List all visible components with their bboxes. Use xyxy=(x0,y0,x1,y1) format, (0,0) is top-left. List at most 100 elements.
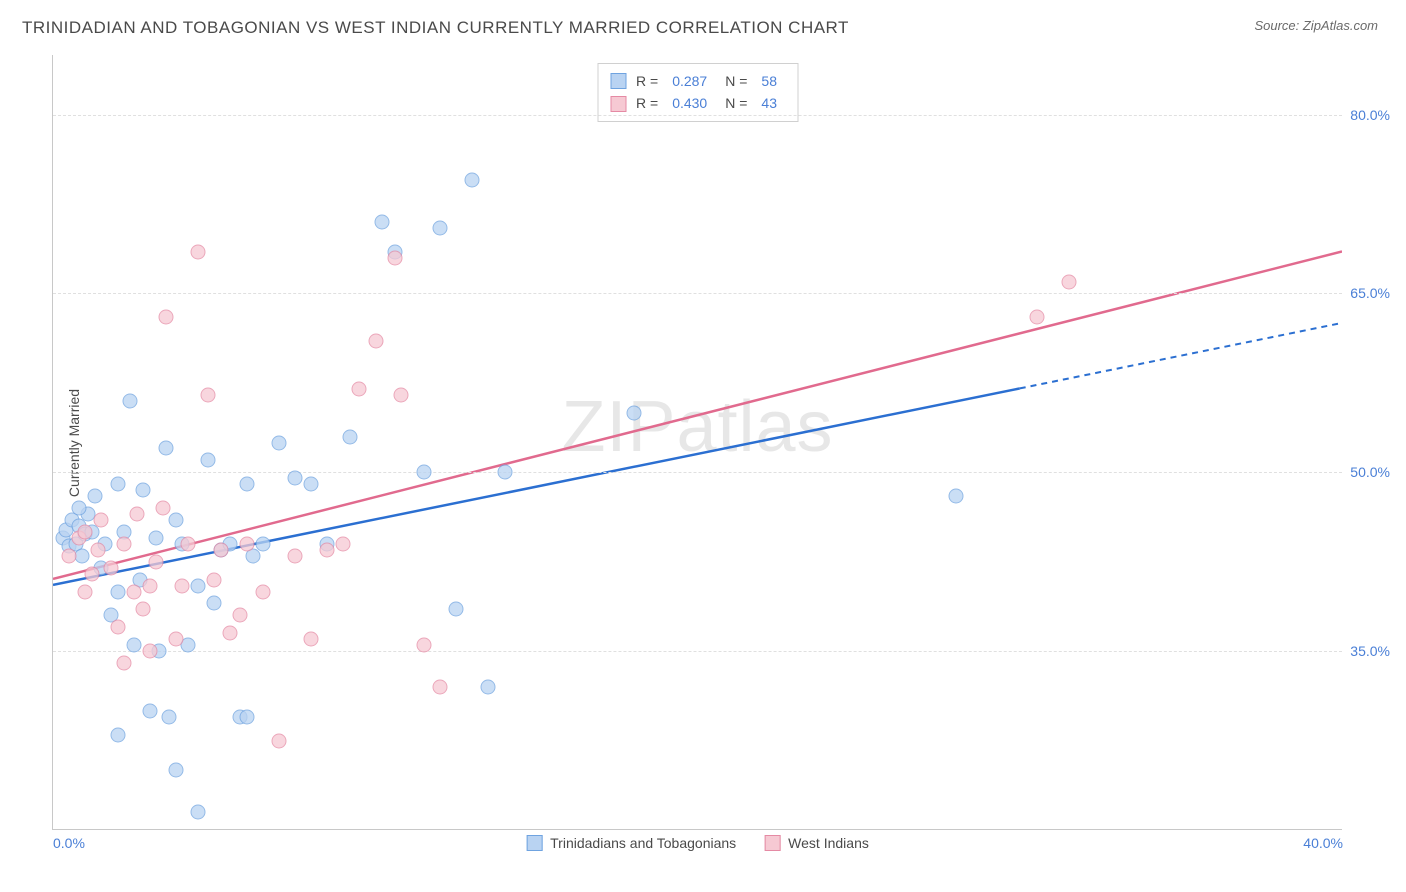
n-value: 43 xyxy=(761,92,777,114)
data-point xyxy=(352,381,367,396)
data-point xyxy=(71,501,86,516)
data-point xyxy=(129,507,144,522)
x-tick-label: 40.0% xyxy=(1303,835,1343,851)
data-point xyxy=(497,465,512,480)
data-point xyxy=(162,709,177,724)
legend-swatch xyxy=(526,835,542,851)
data-point xyxy=(304,632,319,647)
data-point xyxy=(200,387,215,402)
data-point xyxy=(116,656,131,671)
data-point xyxy=(175,578,190,593)
data-point xyxy=(181,638,196,653)
chart-title: TRINIDADIAN AND TOBAGONIAN VS WEST INDIA… xyxy=(22,18,849,38)
data-point xyxy=(239,709,254,724)
data-point xyxy=(320,542,335,557)
data-point xyxy=(110,477,125,492)
data-point xyxy=(191,244,206,259)
data-point xyxy=(149,554,164,569)
source-label: Source: ZipAtlas.com xyxy=(1254,18,1378,33)
data-point xyxy=(239,536,254,551)
plot-area: ZIPatlas R =0.287N =58R =0.430N =43 Trin… xyxy=(52,55,1342,830)
data-point xyxy=(368,334,383,349)
data-point xyxy=(304,477,319,492)
bottom-legend: Trinidadians and TobagoniansWest Indians xyxy=(526,835,869,851)
data-point xyxy=(126,638,141,653)
data-point xyxy=(1029,310,1044,325)
data-point xyxy=(149,530,164,545)
data-point xyxy=(207,596,222,611)
r-value: 0.287 xyxy=(672,70,707,92)
data-point xyxy=(481,679,496,694)
data-point xyxy=(94,513,109,528)
data-point xyxy=(91,542,106,557)
data-point xyxy=(84,566,99,581)
data-point xyxy=(416,465,431,480)
data-point xyxy=(168,763,183,778)
data-point xyxy=(255,536,270,551)
data-point xyxy=(191,578,206,593)
data-point xyxy=(287,548,302,563)
data-point xyxy=(75,548,90,563)
data-point xyxy=(200,453,215,468)
legend-swatch xyxy=(610,96,626,112)
data-point xyxy=(271,733,286,748)
correlation-legend-row: R = 0.430 N = 43 xyxy=(610,92,785,114)
data-point xyxy=(949,489,964,504)
gridline xyxy=(53,472,1342,473)
data-point xyxy=(155,501,170,516)
data-point xyxy=(626,405,641,420)
data-point xyxy=(433,679,448,694)
data-point xyxy=(207,572,222,587)
y-tick-label: 80.0% xyxy=(1350,107,1390,123)
data-point xyxy=(158,310,173,325)
data-point xyxy=(433,220,448,235)
data-point xyxy=(104,560,119,575)
y-tick-label: 35.0% xyxy=(1350,643,1390,659)
data-point xyxy=(116,536,131,551)
data-point xyxy=(78,584,93,599)
data-point xyxy=(168,513,183,528)
r-value: 0.430 xyxy=(672,92,707,114)
correlation-legend-row: R =0.287N =58 xyxy=(610,70,785,92)
y-tick-label: 50.0% xyxy=(1350,464,1390,480)
data-point xyxy=(168,632,183,647)
y-tick-label: 65.0% xyxy=(1350,285,1390,301)
data-point xyxy=(374,214,389,229)
data-point xyxy=(342,429,357,444)
data-point xyxy=(255,584,270,599)
correlation-legend: R =0.287N =58R = 0.430 N = 43 xyxy=(597,63,798,122)
data-point xyxy=(110,727,125,742)
data-point xyxy=(142,703,157,718)
data-point xyxy=(465,173,480,188)
n-label: N = xyxy=(725,92,747,114)
watermark: ZIPatlas xyxy=(561,386,833,468)
n-value: 58 xyxy=(761,70,777,92)
data-point xyxy=(110,620,125,635)
data-point xyxy=(416,638,431,653)
data-point xyxy=(271,435,286,450)
chart-container: Currently Married ZIPatlas R =0.287N =58… xyxy=(48,55,1378,830)
data-point xyxy=(233,608,248,623)
bottom-legend-item: West Indians xyxy=(764,835,869,851)
gridline xyxy=(53,293,1342,294)
data-point xyxy=(136,483,151,498)
gridline xyxy=(53,651,1342,652)
data-point xyxy=(223,626,238,641)
data-point xyxy=(449,602,464,617)
data-point xyxy=(239,477,254,492)
data-point xyxy=(1061,274,1076,289)
gridline xyxy=(53,115,1342,116)
data-point xyxy=(191,805,206,820)
legend-label: West Indians xyxy=(788,835,869,851)
data-point xyxy=(126,584,141,599)
data-point xyxy=(394,387,409,402)
data-point xyxy=(142,578,157,593)
r-label: R = xyxy=(636,92,658,114)
data-point xyxy=(78,524,93,539)
x-tick-label: 0.0% xyxy=(53,835,85,851)
data-point xyxy=(62,548,77,563)
data-point xyxy=(181,536,196,551)
data-point xyxy=(110,584,125,599)
data-point xyxy=(336,536,351,551)
data-point xyxy=(158,441,173,456)
